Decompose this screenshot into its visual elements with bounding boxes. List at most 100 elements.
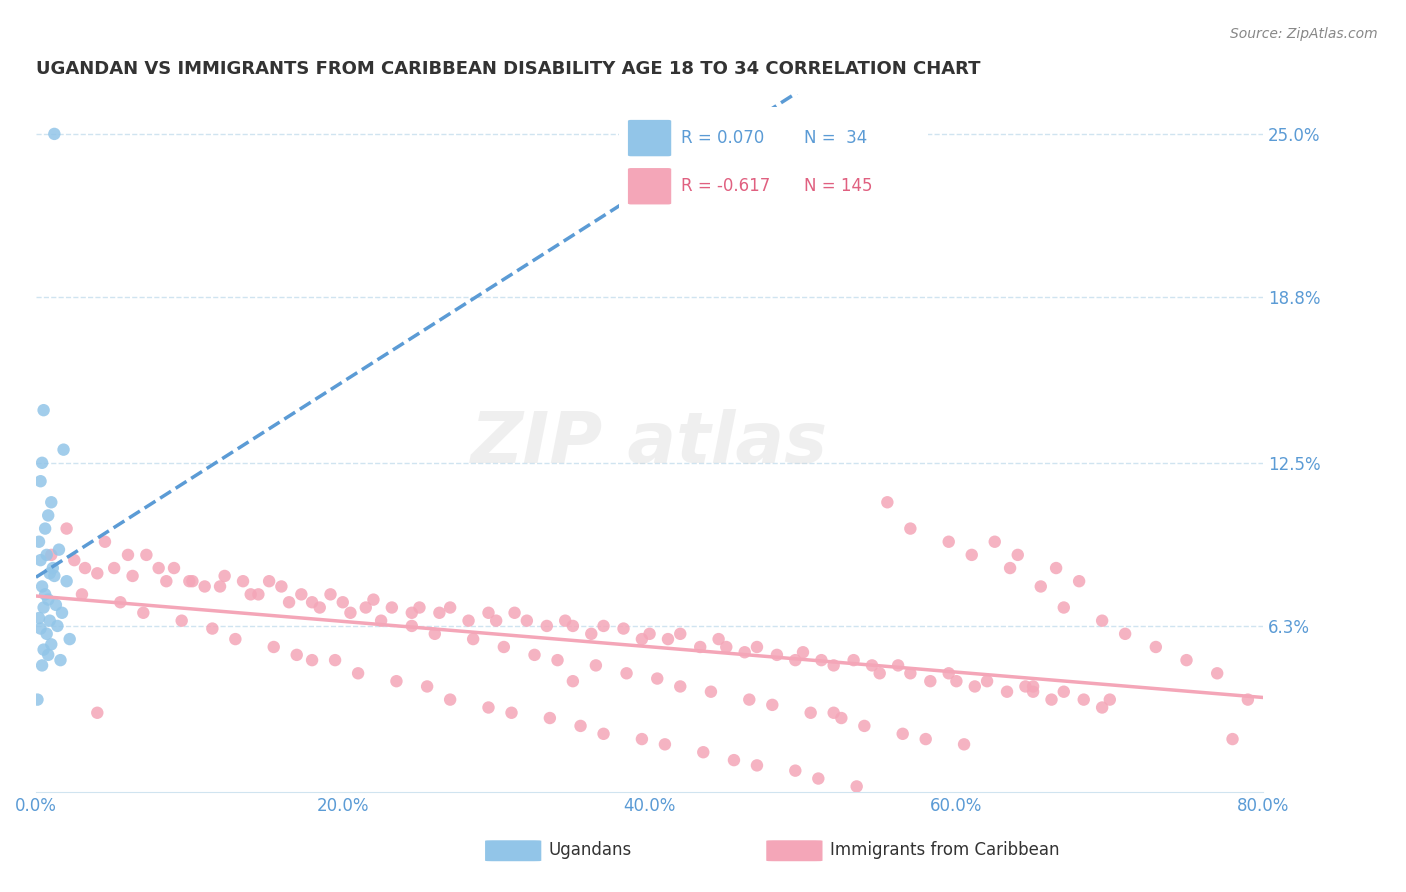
Point bbox=[645, 672, 668, 686]
Point bbox=[995, 684, 1018, 698]
Point bbox=[669, 627, 692, 641]
Point bbox=[37, 592, 59, 607]
Point bbox=[32, 600, 55, 615]
Point bbox=[976, 674, 998, 689]
Point bbox=[1040, 692, 1063, 706]
Point bbox=[401, 606, 423, 620]
FancyBboxPatch shape bbox=[485, 840, 541, 862]
Point bbox=[914, 732, 936, 747]
Point bbox=[39, 637, 62, 651]
Point bbox=[616, 666, 638, 681]
Point bbox=[37, 648, 59, 662]
Point bbox=[554, 614, 576, 628]
Point bbox=[503, 606, 526, 620]
Point bbox=[561, 619, 583, 633]
Point bbox=[723, 753, 745, 767]
Point bbox=[842, 653, 865, 667]
Text: N =  34: N = 34 bbox=[804, 129, 868, 147]
Point bbox=[1007, 548, 1029, 562]
Point bbox=[45, 598, 67, 612]
Point bbox=[953, 737, 976, 751]
Point bbox=[860, 658, 883, 673]
Point bbox=[1029, 579, 1052, 593]
Point bbox=[592, 727, 614, 741]
Point bbox=[181, 574, 204, 589]
Point bbox=[1022, 684, 1045, 698]
Point bbox=[1098, 692, 1121, 706]
Point bbox=[63, 553, 86, 567]
Point bbox=[35, 548, 58, 562]
Point bbox=[998, 561, 1021, 575]
Point bbox=[457, 614, 479, 628]
Point bbox=[163, 561, 186, 575]
Point bbox=[569, 719, 592, 733]
Text: Source: ZipAtlas.com: Source: ZipAtlas.com bbox=[1230, 27, 1378, 41]
Point bbox=[32, 403, 55, 417]
Point bbox=[785, 764, 807, 778]
Point bbox=[86, 566, 108, 581]
Point bbox=[34, 522, 56, 536]
FancyBboxPatch shape bbox=[613, 105, 934, 216]
Point bbox=[845, 780, 868, 794]
Point bbox=[37, 508, 59, 523]
Point bbox=[30, 553, 52, 567]
Text: Ugandans: Ugandans bbox=[548, 840, 631, 859]
Point bbox=[631, 632, 654, 646]
Point bbox=[31, 579, 53, 593]
Point bbox=[155, 574, 177, 589]
Point bbox=[323, 653, 346, 667]
Point bbox=[70, 587, 93, 601]
Point bbox=[319, 587, 342, 601]
Point bbox=[1091, 700, 1114, 714]
Text: R = -0.617: R = -0.617 bbox=[681, 178, 769, 195]
Point bbox=[477, 606, 499, 620]
Point bbox=[278, 595, 301, 609]
Point bbox=[692, 745, 714, 759]
Point bbox=[52, 442, 75, 457]
Point bbox=[1144, 640, 1167, 654]
Point bbox=[823, 706, 845, 720]
FancyBboxPatch shape bbox=[628, 120, 671, 156]
Point bbox=[1222, 732, 1244, 747]
Point bbox=[46, 619, 69, 633]
Point bbox=[592, 619, 614, 633]
Point bbox=[547, 653, 569, 667]
Point bbox=[429, 606, 451, 620]
FancyBboxPatch shape bbox=[628, 168, 671, 204]
Point bbox=[612, 622, 634, 636]
Point bbox=[1206, 666, 1229, 681]
Point bbox=[669, 680, 692, 694]
Point bbox=[232, 574, 254, 589]
Point bbox=[536, 619, 558, 633]
Point bbox=[339, 606, 361, 620]
Point bbox=[263, 640, 285, 654]
Point bbox=[1175, 653, 1198, 667]
Point bbox=[301, 595, 323, 609]
Point bbox=[38, 614, 60, 628]
Point bbox=[423, 627, 446, 641]
Point bbox=[984, 534, 1007, 549]
Point bbox=[370, 614, 392, 628]
Point bbox=[86, 706, 108, 720]
Point bbox=[1053, 684, 1076, 698]
Point bbox=[898, 522, 921, 536]
Point bbox=[194, 579, 217, 593]
Point bbox=[585, 658, 607, 673]
Point bbox=[766, 648, 789, 662]
Point bbox=[214, 569, 236, 583]
Point bbox=[408, 600, 430, 615]
Point bbox=[1237, 692, 1260, 706]
Point bbox=[830, 711, 852, 725]
Point bbox=[354, 600, 377, 615]
Point bbox=[31, 456, 53, 470]
Point bbox=[363, 592, 385, 607]
Point bbox=[1069, 574, 1091, 589]
Point bbox=[785, 653, 807, 667]
Point bbox=[745, 640, 768, 654]
Point bbox=[347, 666, 370, 681]
Point bbox=[485, 614, 508, 628]
Point bbox=[463, 632, 485, 646]
Point bbox=[439, 692, 461, 706]
Point bbox=[810, 653, 832, 667]
Point bbox=[876, 495, 898, 509]
